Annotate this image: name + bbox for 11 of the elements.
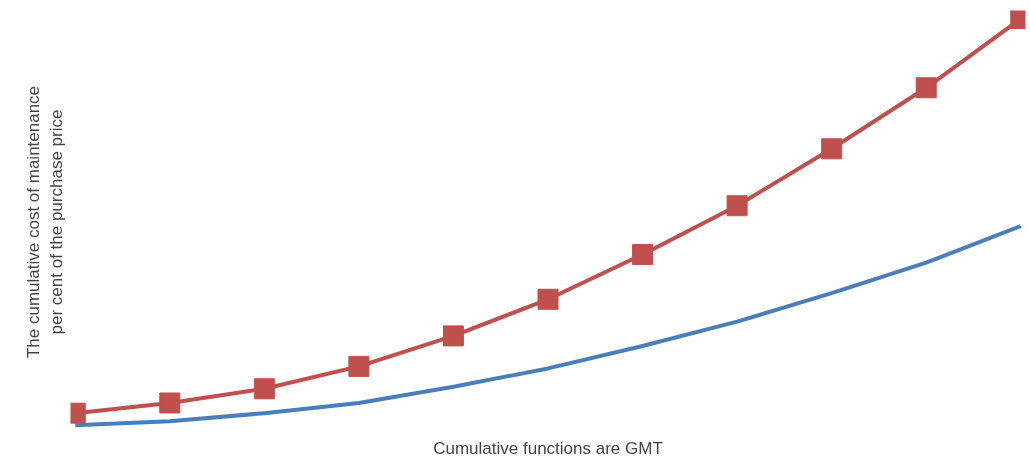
y-axis-title: The cumulative cost of maintenance per cent of the purchase price xyxy=(23,85,66,359)
point xyxy=(253,378,275,400)
point xyxy=(821,138,843,160)
point xyxy=(632,244,654,266)
point xyxy=(159,392,181,414)
point xyxy=(442,325,464,347)
point xyxy=(726,195,748,217)
point xyxy=(537,288,559,310)
point xyxy=(915,77,937,99)
point xyxy=(348,355,370,377)
x-axis-title: Cumulative functions are GMT xyxy=(433,438,663,458)
